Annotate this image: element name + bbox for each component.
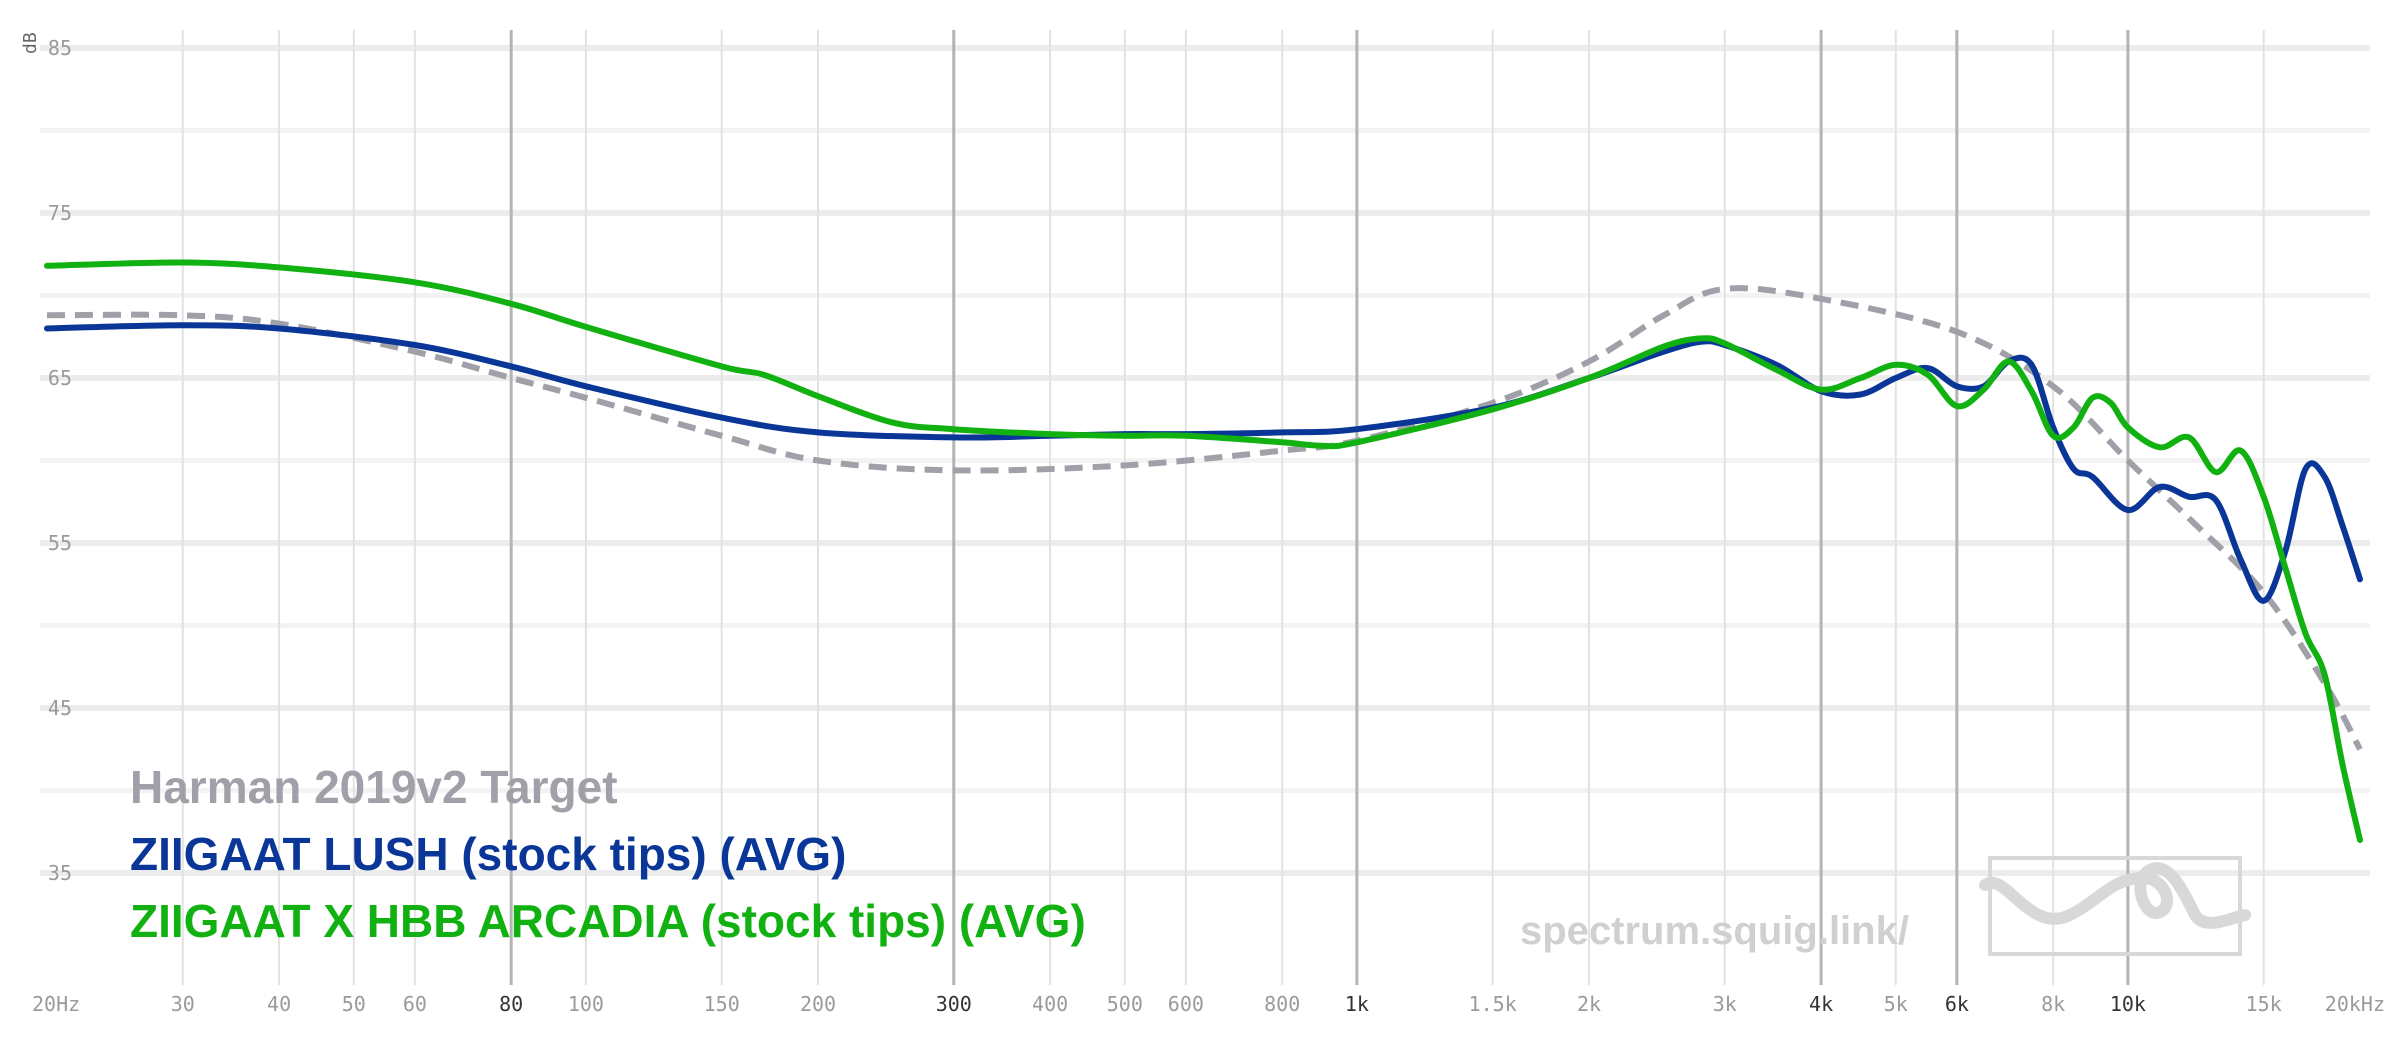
- x-tick-label: 15k: [2246, 992, 2282, 1016]
- x-tick-label: 20kHz: [2325, 992, 2385, 1016]
- x-tick-label: 10k: [2110, 992, 2146, 1016]
- x-tick-label: 150: [704, 992, 740, 1016]
- y-axis: 85 75 65 55 45 35: [48, 36, 72, 885]
- x-tick-label: 100: [568, 992, 604, 1016]
- x-tick-label: 20Hz: [32, 992, 80, 1016]
- x-tick-label: 1k: [1345, 992, 1369, 1016]
- x-tick-label: 200: [800, 992, 836, 1016]
- x-tick-label: 5k: [1884, 992, 1908, 1016]
- x-tick-label: 50: [342, 992, 366, 1016]
- x-tick-label: 60: [403, 992, 427, 1016]
- y-tick-label: 85: [48, 36, 72, 60]
- y-unit-label: dB: [20, 32, 41, 54]
- y-tick-label: 45: [48, 696, 72, 720]
- x-tick-label: 8k: [2041, 992, 2065, 1016]
- y-tick-label: 55: [48, 531, 72, 555]
- watermark-text: spectrum.squig.link/: [1520, 909, 1909, 953]
- x-tick-label: 40: [267, 992, 291, 1016]
- y-tick-label: 35: [48, 861, 72, 885]
- y-tick-label: 75: [48, 201, 72, 225]
- legend-entry-target: Harman 2019v2 Target: [130, 761, 618, 813]
- x-tick-label: 30: [171, 992, 195, 1016]
- y-tick-label: 65: [48, 366, 72, 390]
- x-tick-label: 80: [499, 992, 523, 1016]
- x-tick-label: 600: [1168, 992, 1204, 1016]
- x-tick-label: 2k: [1577, 992, 1601, 1016]
- x-tick-label: 1.5k: [1469, 992, 1517, 1016]
- x-tick-label: 6k: [1945, 992, 1969, 1016]
- x-tick-label: 400: [1032, 992, 1068, 1016]
- watermark-logo: [1979, 856, 2251, 956]
- legend-entry-arcadia: ZIIGAAT X HBB ARCADIA (stock tips) (AVG): [130, 895, 1086, 947]
- arcadia-curve: [44, 259, 2363, 843]
- lush-curve: [44, 322, 2363, 604]
- legend-entry-lush: ZIIGAAT LUSH (stock tips) (AVG): [130, 828, 846, 880]
- x-tick-label: 800: [1264, 992, 1300, 1016]
- x-tick-label: 3k: [1713, 992, 1737, 1016]
- x-tick-label: 500: [1107, 992, 1143, 1016]
- x-axis: 20Hz 30 40 50 60 80 100 150 200 300 400 500 600 800 1k…: [32, 992, 2385, 1016]
- series-lines: [44, 259, 2363, 843]
- x-tick-label: 4k: [1809, 992, 1833, 1016]
- legend: Harman 2019v2 Target ZIIGAAT LUSH (stock…: [130, 761, 1086, 947]
- x-tick-label: 300: [936, 992, 972, 1016]
